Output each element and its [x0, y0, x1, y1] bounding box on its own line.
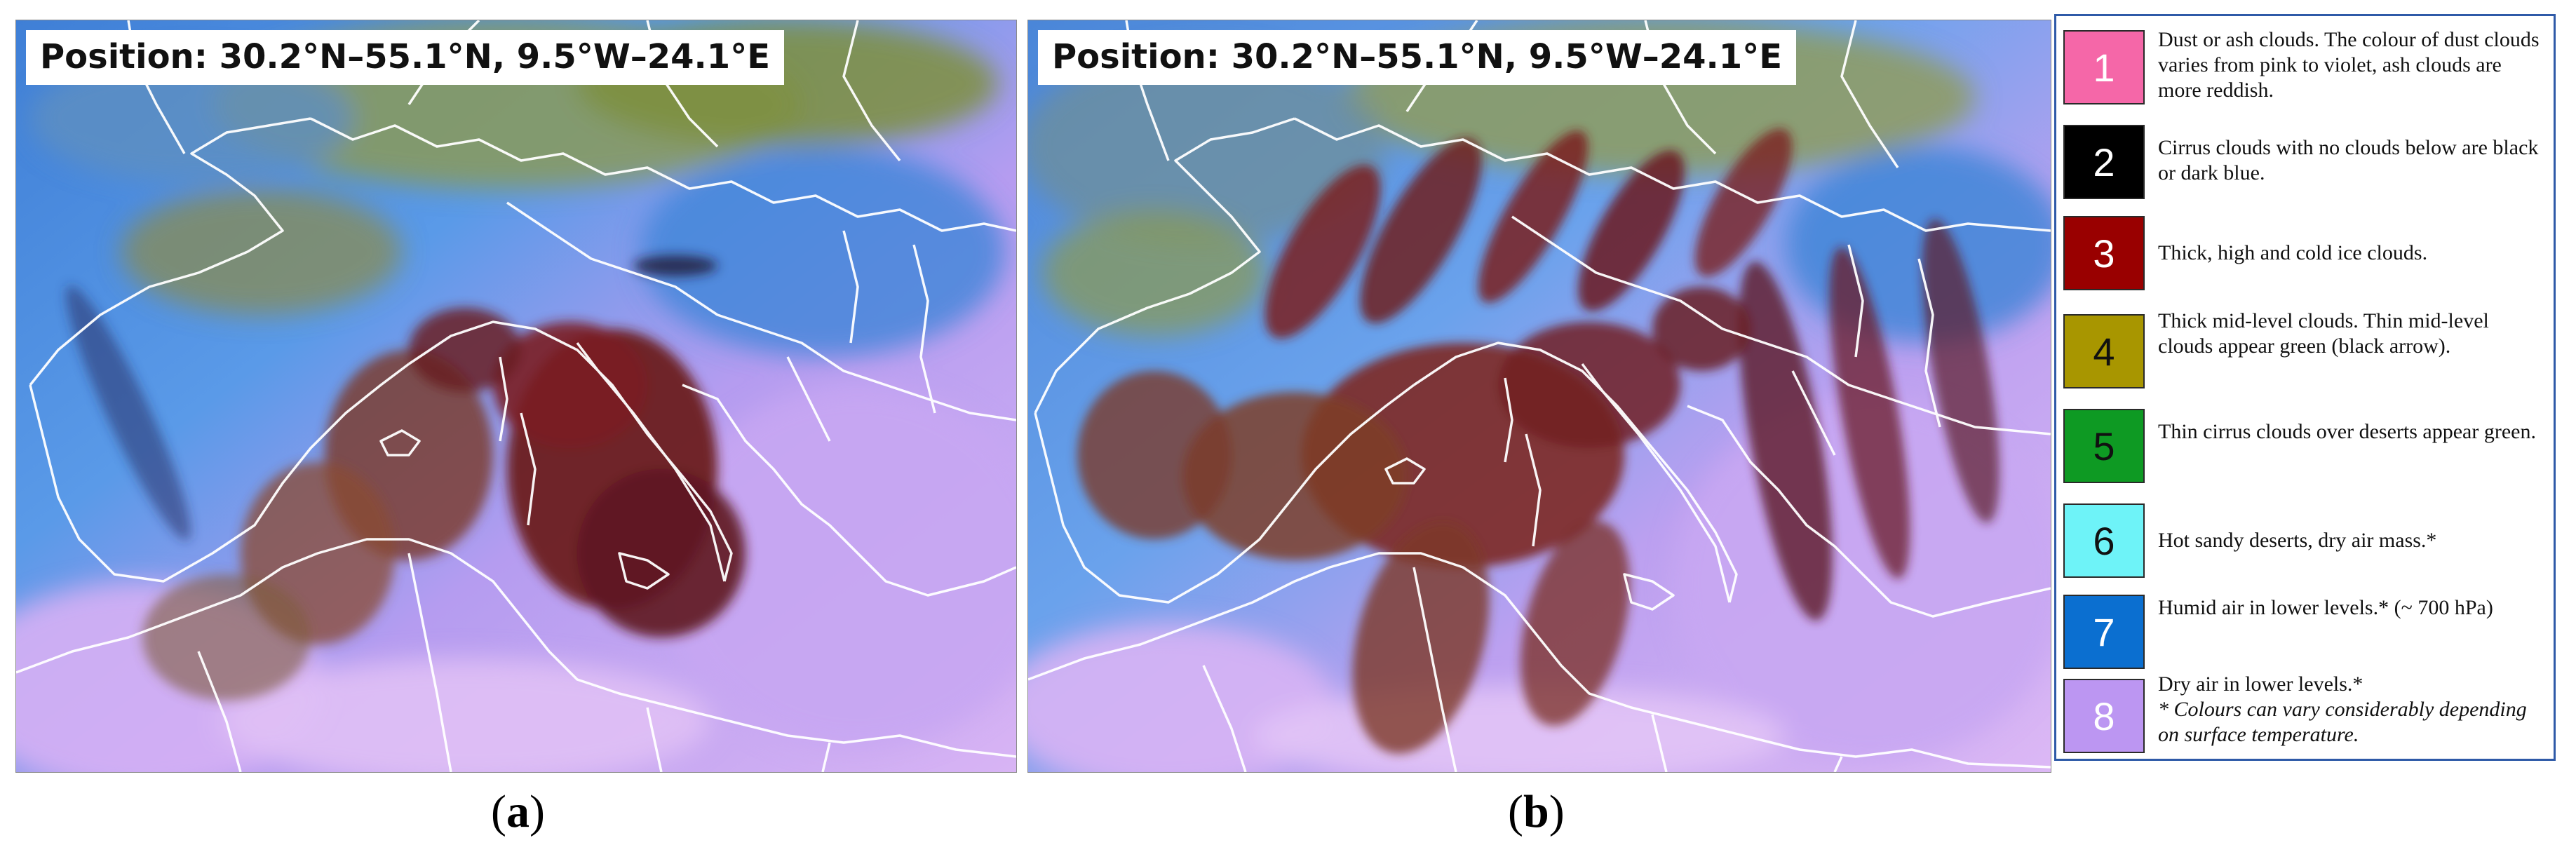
legend-text: Thin cirrus clouds over deserts appear g…: [2158, 420, 2536, 443]
legend-swatch-2: 2: [2063, 125, 2145, 199]
legend-row-3: 3 Thick, high and cold ice clouds.: [2056, 212, 2554, 297]
satellite-image-a: Position: 30.2°N–55.1°N, 9.5°W–24.1°E: [15, 20, 1017, 773]
legend-swatch-4: 4: [2063, 314, 2145, 388]
legend-swatch-3: 3: [2063, 216, 2145, 290]
legend-text: Thick mid-level clouds. Thin mid-level c…: [2158, 309, 2489, 358]
legend-number: 5: [2093, 424, 2115, 468]
legend-note: * Colours can vary considerably dependin…: [2158, 698, 2527, 746]
legend-text: Humid air in lower levels.* (~ 700 hPa): [2158, 596, 2493, 619]
rgb-composite-map-a: [16, 20, 1016, 772]
caption-a: (a): [491, 786, 545, 837]
legend-swatch-6: 6: [2063, 503, 2145, 578]
legend-text-main: Dry air in lower levels.*: [2158, 672, 2363, 696]
legend-row-1: 1 Dust or ash clouds. The colour of dust…: [2056, 23, 2554, 113]
legend-row-6: 6 Hot sandy deserts, dry air mass.*: [2056, 500, 2554, 584]
legend-number: 1: [2093, 45, 2115, 90]
position-label: Position: 30.2°N–55.1°N, 9.5°W–24.1°E: [26, 30, 784, 85]
legend-row-4: 4 Thick mid-level clouds. Thin mid-level…: [2056, 307, 2554, 398]
color-legend: 1 Dust or ash clouds. The colour of dust…: [2054, 14, 2556, 761]
legend-swatch-8: 8: [2063, 679, 2145, 753]
legend-number: 4: [2093, 329, 2115, 374]
legend-text: Thick, high and cold ice clouds.: [2158, 241, 2428, 264]
legend-swatch-7: 7: [2063, 595, 2145, 669]
legend-number: 3: [2093, 231, 2115, 276]
legend-swatch-5: 5: [2063, 409, 2145, 483]
legend-row-8: 8 Dry air in lower levels.* * Colours ca…: [2056, 672, 2554, 759]
caption-b: (b): [1508, 786, 1565, 837]
legend-number: 7: [2093, 609, 2115, 654]
legend-number: 6: [2093, 518, 2115, 563]
legend-text: Hot sandy deserts, dry air mass.*: [2158, 529, 2437, 552]
legend-swatch-1: 1: [2063, 30, 2145, 104]
legend-row-7: 7 Humid air in lower levels.* (~ 700 hPa…: [2056, 591, 2554, 669]
satellite-image-b: Position: 30.2°N–55.1°N, 9.5°W–24.1°E: [1027, 20, 2051, 773]
position-label: Position: 30.2°N–55.1°N, 9.5°W–24.1°E: [1038, 30, 1796, 85]
legend-text: Dust or ash clouds. The colour of dust c…: [2158, 28, 2540, 102]
legend-text: Dry air in lower levels.* * Colours can …: [2158, 672, 2545, 748]
legend-number: 8: [2093, 694, 2115, 738]
legend-row-5: 5 Thin cirrus clouds over deserts appear…: [2056, 405, 2554, 489]
rgb-composite-map-b: [1028, 20, 2051, 772]
legend-number: 2: [2093, 140, 2115, 184]
legend-row-2: 2 Cirrus clouds with no clouds below are…: [2056, 121, 2554, 205]
legend-text: Cirrus clouds with no clouds below are b…: [2158, 136, 2539, 184]
